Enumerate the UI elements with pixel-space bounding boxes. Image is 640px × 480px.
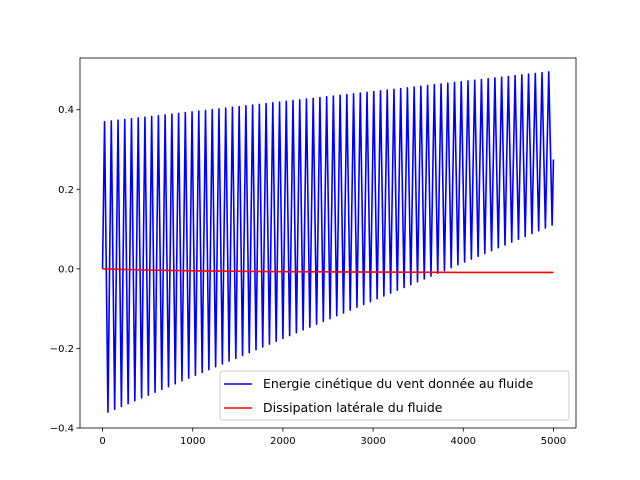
series-line-1 xyxy=(102,268,554,274)
x-tick-label: 4000 xyxy=(451,436,476,447)
series-layer xyxy=(101,71,555,413)
x-tick-label: 0 xyxy=(99,436,105,447)
legend: Energie cinétique du vent donnée au flui… xyxy=(219,370,570,421)
legend-label: Dissipation latérale du fluide xyxy=(263,400,443,415)
axes-frame xyxy=(79,57,577,429)
y-axis: −0.4 −0.2 0.0 0.2 0.4 xyxy=(50,105,80,435)
x-tick-label: 3000 xyxy=(360,436,385,447)
y-tick-label: −0.4 xyxy=(50,424,74,435)
legend-box xyxy=(219,370,570,421)
series-line-0 xyxy=(101,71,555,413)
y-tick-label: 0.2 xyxy=(58,185,74,196)
x-axis: 0 1000 2000 3000 4000 5000 xyxy=(99,428,566,447)
y-tick-label: 0.4 xyxy=(58,105,74,116)
x-tick-label: 2000 xyxy=(270,436,295,447)
y-tick-label: −0.2 xyxy=(50,344,74,355)
x-tick-label: 5000 xyxy=(541,436,566,447)
x-tick-label: 1000 xyxy=(180,436,205,447)
y-tick-label: 0.0 xyxy=(58,264,74,275)
legend-label: Energie cinétique du vent donnée au flui… xyxy=(263,376,534,391)
